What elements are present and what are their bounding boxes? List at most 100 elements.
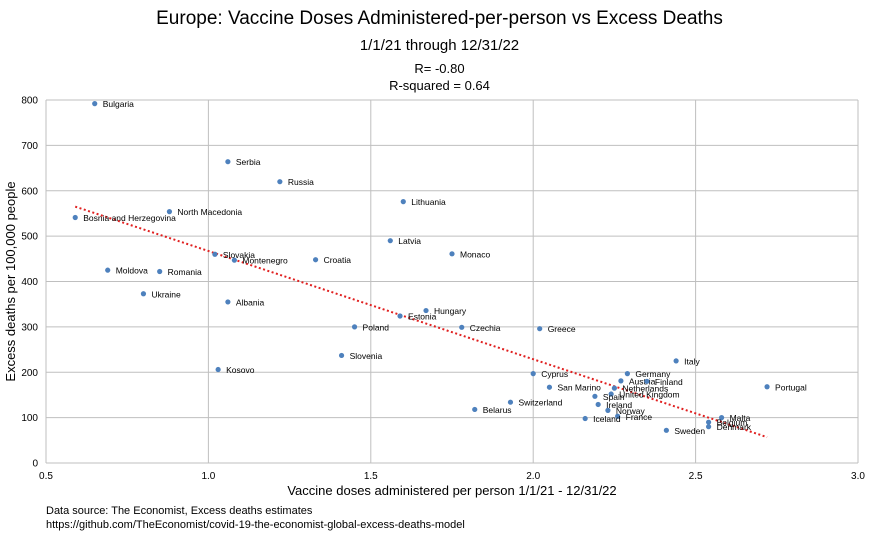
data-point: [705, 424, 712, 430]
data-point-label: Moldova: [116, 266, 148, 276]
data-point: [705, 419, 712, 425]
data-point: [157, 268, 163, 275]
data-point: [338, 352, 345, 359]
data-point: [105, 267, 111, 273]
data-point-label: Ireland: [606, 400, 632, 410]
data-point: [423, 307, 429, 314]
data-point: [624, 371, 630, 377]
y-tick-label: 100: [21, 413, 38, 424]
data-point-label: Malta: [730, 413, 751, 423]
y-tick-label: 700: [21, 141, 38, 152]
data-point-label: Slovakia: [223, 250, 255, 260]
data-point-label: Lithuania: [411, 197, 446, 207]
x-tick-label: 1.5: [364, 471, 378, 482]
data-point-label: Sweden: [674, 426, 705, 436]
data-point: [72, 214, 78, 221]
data-point: [459, 324, 465, 330]
source-line-2: https://github.com/TheEconomist/covid-19…: [46, 519, 465, 531]
data-point-label: Spain: [603, 392, 625, 402]
data-point: [595, 401, 601, 408]
data-point: [608, 391, 614, 397]
data-point-label: Denmark: [717, 422, 752, 432]
data-point: [611, 385, 618, 391]
data-point: [92, 101, 98, 107]
data-point: [537, 326, 543, 332]
data-point: [387, 238, 393, 244]
data-point: [592, 393, 598, 399]
y-tick-label: 500: [21, 232, 38, 243]
data-point-label: Hungary: [434, 306, 467, 316]
chart-subtitle: 1/1/21 through 12/31/22: [359, 37, 520, 54]
data-point-label: Norway: [616, 406, 646, 416]
grid-lines: [45, 99, 859, 464]
data-point-label: Iceland: [593, 414, 621, 424]
y-axis-title: Excess deaths per 100,000 people: [3, 181, 18, 381]
data-point: [312, 257, 319, 263]
data-point: [449, 251, 455, 257]
data-point: [215, 366, 221, 373]
data-point: [507, 399, 514, 405]
data-point-label: Italy: [684, 356, 700, 366]
data-point-label: Germany: [635, 369, 671, 379]
data-point-label: Portugal: [775, 382, 807, 392]
data-point: [718, 415, 725, 421]
data-point: [400, 199, 406, 205]
data-point: [212, 251, 218, 257]
data-point-label: Belgium: [717, 418, 748, 428]
x-tick-label: 3.0: [851, 471, 865, 482]
data-point: [166, 209, 173, 215]
data-point: [644, 378, 650, 384]
data-point: [225, 299, 231, 305]
data-point: [618, 378, 624, 384]
data-point-label: Monaco: [460, 249, 491, 259]
source-line-1: Data source: The Economist, Excess death…: [46, 505, 313, 517]
data-point-label: Serbia: [236, 157, 261, 167]
data-point-label: Estonia: [408, 311, 437, 321]
data-point-label: Romania: [168, 267, 202, 277]
data-point: [663, 427, 669, 433]
data-point-label: Russia: [288, 177, 314, 187]
y-tick-label: 600: [21, 186, 38, 197]
data-point-label: Cyprus: [541, 369, 568, 379]
data-point-label: France: [626, 412, 653, 422]
data-point-label: United Kingdom: [619, 390, 679, 400]
data-point: [472, 406, 478, 413]
data-point-label: Austria: [629, 376, 656, 386]
data-point: [615, 413, 621, 419]
x-axis-ticks: 0.5 1.0 1.5 2.0 2.5 3.0: [39, 471, 865, 482]
y-tick-label: 800: [21, 96, 38, 107]
data-point-label: Latvia: [398, 236, 421, 246]
x-tick-label: 2.5: [689, 471, 703, 482]
trendline-group: [74, 205, 768, 439]
data-point-label: Slovenia: [350, 351, 383, 361]
data-point: [351, 324, 358, 330]
data-point-label: Kosovo: [226, 365, 255, 375]
x-axis-title: Vaccine doses administered per person 1/…: [287, 483, 616, 498]
data-point: [546, 384, 553, 390]
data-point-label: Finland: [655, 377, 683, 387]
y-tick-label: 400: [21, 277, 38, 288]
correlation-r: R= -0.80: [414, 61, 465, 76]
y-tick-label: 0: [32, 459, 38, 470]
chart-title: Europe: Vaccine Doses Administered-per-p…: [156, 8, 723, 29]
data-point-label: Croatia: [324, 255, 352, 265]
y-tick-label: 300: [21, 322, 38, 333]
data-point: [673, 358, 679, 364]
data-point-label: Switzerland: [518, 398, 562, 408]
data-point-label: Czechia: [470, 323, 501, 333]
data-point-label: Albania: [236, 297, 265, 307]
data-point-label: San Marino: [557, 383, 601, 393]
y-tick-label: 200: [21, 368, 38, 379]
data-point: [605, 407, 611, 413]
data-point: [397, 313, 403, 319]
data-point: [582, 415, 588, 422]
data-point-label: Greece: [548, 324, 576, 334]
data-point: [277, 179, 283, 185]
data-point: [231, 257, 237, 263]
x-tick-label: 0.5: [39, 471, 53, 482]
data-point-label: Montenegro: [242, 256, 288, 266]
data-point: [530, 371, 536, 377]
data-points: Bulgaria Serbia Russia Lithuania North Maced…: [72, 99, 807, 436]
x-tick-label: 1.0: [201, 471, 215, 482]
